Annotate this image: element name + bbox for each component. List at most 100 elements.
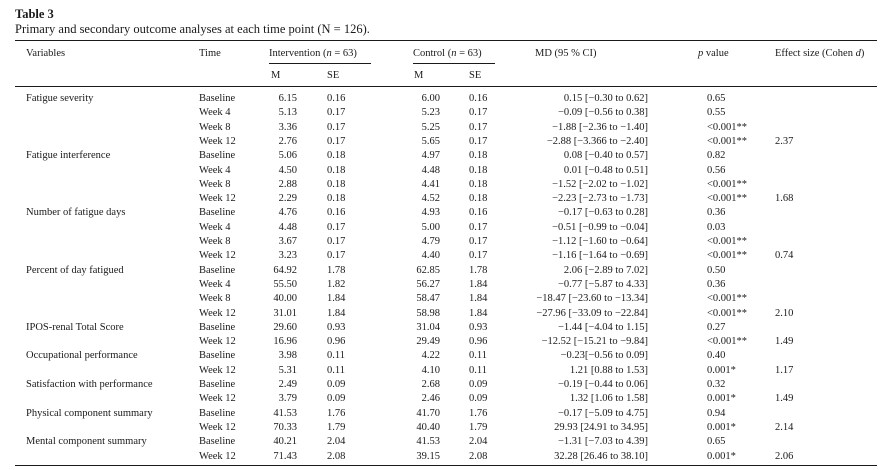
row-intervention-m: 70.33 bbox=[273, 421, 297, 433]
row-md-ci: 0.01 [−0.48 to 0.51] bbox=[563, 164, 648, 176]
row-control-m: 4.48 bbox=[421, 164, 440, 176]
row-intervention-se: 2.08 bbox=[327, 450, 346, 462]
row-md-ci: 2.06 [−2.89 to 7.02] bbox=[563, 264, 648, 276]
row-time: Week 12 bbox=[199, 421, 236, 433]
row-control-m: 5.65 bbox=[421, 135, 440, 147]
row-effect-size: 2.06 bbox=[775, 450, 794, 462]
row-intervention-m: 41.53 bbox=[273, 407, 297, 419]
row-intervention-se: 0.17 bbox=[327, 107, 346, 119]
row-time: Baseline bbox=[199, 436, 236, 448]
row-time: Week 4 bbox=[199, 164, 231, 176]
row-control-m: 4.41 bbox=[421, 178, 440, 190]
row-p-value: 0.82 bbox=[707, 150, 726, 162]
row-p-value: <0.001** bbox=[707, 293, 748, 305]
row-control-se: 0.18 bbox=[469, 193, 488, 205]
row-intervention-m: 2.76 bbox=[278, 135, 297, 147]
row-md-ci: 0.08 [−0.40 to 0.57] bbox=[563, 150, 648, 162]
row-control-m: 40.40 bbox=[416, 421, 440, 433]
row-p-value: 0.001* bbox=[707, 364, 736, 376]
row-intervention-se: 1.82 bbox=[327, 278, 346, 290]
row-md-ci: −12.52 [−15.21 to −9.84] bbox=[541, 336, 648, 348]
row-intervention-se: 0.09 bbox=[327, 379, 346, 390]
row-md-ci: −0.23[−0.56 to 0.09] bbox=[560, 350, 648, 362]
row-intervention-m: 2.29 bbox=[278, 193, 297, 205]
row-control-m: 62.85 bbox=[416, 264, 440, 276]
row-intervention-m: 4.76 bbox=[278, 207, 297, 219]
row-md-ci: 1.21 [0.88 to 1.53] bbox=[569, 364, 648, 376]
row-md-ci: 0.15 [−0.30 to 0.62] bbox=[563, 93, 648, 104]
row-control-se: 0.18 bbox=[469, 178, 488, 190]
row-p-value: 0.36 bbox=[707, 278, 726, 290]
row-intervention-se: 0.17 bbox=[327, 250, 346, 262]
row-md-ci: −0.09 [−0.56 to 0.38] bbox=[557, 107, 648, 119]
row-time: Baseline bbox=[199, 379, 236, 390]
row-intervention-se: 0.17 bbox=[327, 121, 346, 133]
row-md-ci: −27.96 [−33.09 to −22.84] bbox=[536, 307, 648, 319]
control-subrule bbox=[413, 63, 495, 64]
row-control-se: 2.08 bbox=[469, 450, 488, 462]
row-time: Week 8 bbox=[199, 121, 231, 133]
row-md-ci: −1.31 [−7.03 to 4.39] bbox=[557, 436, 648, 448]
row-intervention-m: 4.48 bbox=[278, 221, 297, 233]
row-time: Week 8 bbox=[199, 293, 231, 305]
row-control-m: 4.22 bbox=[421, 350, 440, 362]
row-control-se: 0.11 bbox=[469, 364, 487, 376]
row-time: Week 12 bbox=[199, 193, 236, 205]
row-control-m: 2.46 bbox=[421, 393, 440, 405]
row-intervention-m: 5.06 bbox=[278, 150, 297, 162]
row-md-ci: −2.23 [−2.73 to −1.73] bbox=[552, 193, 648, 205]
row-intervention-se: 1.78 bbox=[327, 264, 346, 276]
row-intervention-m: 64.92 bbox=[273, 264, 297, 276]
row-intervention-se: 0.18 bbox=[327, 150, 346, 162]
row-intervention-se: 0.11 bbox=[327, 364, 345, 376]
row-control-m: 41.53 bbox=[416, 436, 440, 448]
row-intervention-se: 0.09 bbox=[327, 393, 346, 405]
row-control-se: 0.17 bbox=[469, 121, 488, 133]
row-control-se: 1.84 bbox=[469, 293, 488, 305]
row-md-ci: −0.77 [−5.87 to 4.33] bbox=[557, 278, 648, 290]
row-variable: Fatigue severity bbox=[26, 93, 94, 104]
row-control-se: 0.17 bbox=[469, 107, 488, 119]
row-control-se: 1.76 bbox=[469, 407, 488, 419]
row-md-ci: −1.88 [−2.36 to −1.40] bbox=[552, 121, 648, 133]
row-intervention-se: 0.18 bbox=[327, 164, 346, 176]
row-p-value: 0.36 bbox=[707, 207, 726, 219]
row-intervention-se: 0.17 bbox=[327, 236, 346, 247]
row-effect-size: 1.49 bbox=[775, 336, 794, 348]
row-control-m: 56.27 bbox=[416, 278, 440, 290]
header-intervention: Intervention (n = 63) bbox=[269, 48, 357, 59]
row-time: Week 12 bbox=[199, 393, 236, 405]
header-control: Control (n = 63) bbox=[413, 48, 482, 59]
row-md-ci: −2.88 [−3.366 to −2.40] bbox=[546, 135, 648, 147]
row-control-m: 2.68 bbox=[421, 379, 440, 390]
row-control-se: 0.18 bbox=[469, 150, 488, 162]
header-intervention-se: SE bbox=[327, 70, 340, 81]
row-control-m: 39.15 bbox=[416, 450, 440, 462]
row-effect-size: 1.49 bbox=[775, 393, 794, 405]
row-control-se: 0.11 bbox=[469, 350, 487, 362]
row-intervention-m: 4.50 bbox=[278, 164, 297, 176]
row-p-value: <0.001** bbox=[707, 178, 748, 190]
row-p-value: 0.27 bbox=[707, 321, 726, 333]
row-p-value: 0.001* bbox=[707, 421, 736, 433]
row-intervention-m: 40.00 bbox=[273, 293, 297, 305]
row-p-value: 0.50 bbox=[707, 264, 726, 276]
row-md-ci: −0.17 [−0.63 to 0.28] bbox=[557, 207, 648, 219]
row-control-se: 1.84 bbox=[469, 307, 488, 319]
row-control-m: 6.00 bbox=[421, 93, 440, 104]
row-intervention-m: 3.36 bbox=[278, 121, 297, 133]
row-control-m: 5.25 bbox=[421, 121, 440, 133]
row-p-value: 0.55 bbox=[707, 107, 726, 119]
row-intervention-m: 16.96 bbox=[273, 336, 297, 348]
row-p-value: 0.03 bbox=[707, 221, 726, 233]
row-md-ci: 29.93 [24.91 to 34.95] bbox=[554, 421, 648, 433]
row-time: Baseline bbox=[199, 207, 236, 219]
row-intervention-m: 6.15 bbox=[278, 93, 297, 104]
row-time: Baseline bbox=[199, 321, 236, 333]
row-time: Baseline bbox=[199, 264, 236, 276]
row-time: Week 12 bbox=[199, 450, 236, 462]
row-intervention-se: 0.17 bbox=[327, 135, 346, 147]
row-p-value: 0.94 bbox=[707, 407, 726, 419]
row-p-value: <0.001** bbox=[707, 135, 748, 147]
header-control-m: M bbox=[414, 70, 424, 81]
